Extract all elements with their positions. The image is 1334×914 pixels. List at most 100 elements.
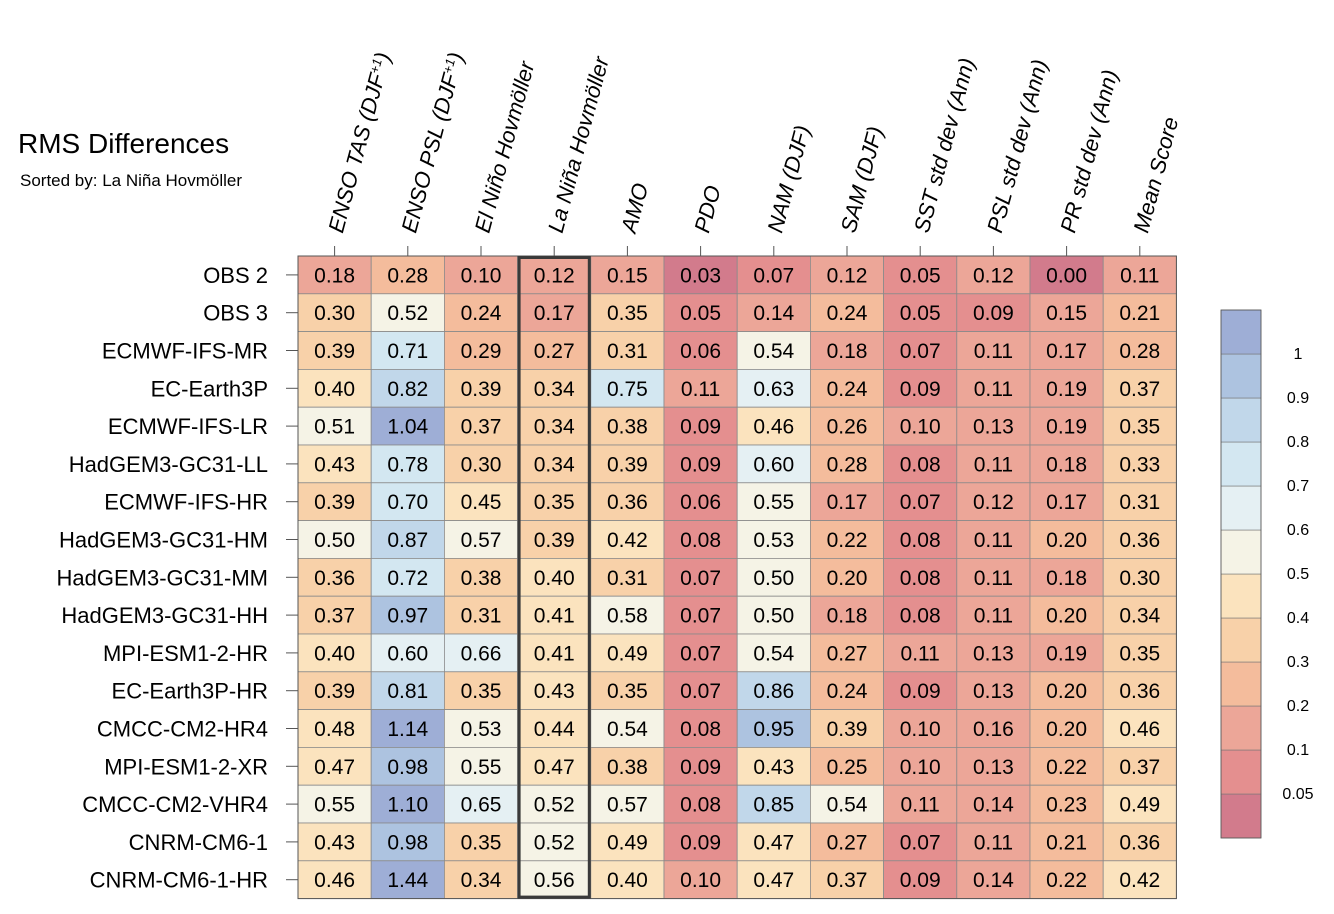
cell-value-label: 0.17	[1046, 491, 1087, 514]
heatmap-cell	[810, 255, 885, 295]
colorbar-segment	[1220, 573, 1262, 619]
cell-value-label: 0.07	[753, 264, 794, 287]
cell-value-label: 0.47	[314, 756, 355, 779]
row-label: EC-Earth3P-HR	[112, 679, 268, 704]
cell-value-label: 0.08	[900, 605, 941, 628]
cell-value-label: 0.34	[461, 869, 502, 892]
cell-value-label: 0.56	[534, 869, 575, 892]
column-labels: ENSO TAS (DJF+1)ENSO PSL (DJF+1)El Niño …	[323, 50, 1183, 256]
cell-value-label: 0.08	[680, 529, 721, 552]
cell-value-label: 0.50	[753, 567, 794, 590]
cell-value-label: 0.18	[314, 264, 355, 287]
cell-value-label: 0.07	[900, 491, 941, 514]
cell-value-label: 0.34	[1119, 605, 1160, 628]
cell-value-label: 0.81	[387, 680, 428, 703]
cell-value-label: 0.11	[901, 794, 940, 817]
cell-value-label: 0.08	[900, 529, 941, 552]
cell-value-label: 0.12	[973, 491, 1014, 514]
row-label: HadGEM3-GC31-MM	[57, 565, 268, 590]
column-label: PDO	[689, 183, 725, 236]
cell-value-label: 0.41	[534, 642, 575, 665]
heatmap-cells: 0.18 0.28 0.10 0.12 0.15 0.03 0.07 0.12 0.05 0.12…	[297, 255, 1177, 900]
chart-subtitle: Sorted by: La Niña Hovmöller	[20, 171, 242, 190]
heatmap-cell	[956, 255, 1031, 295]
heatmap-cell	[810, 595, 885, 635]
cell-value-label: 0.53	[753, 529, 794, 552]
heatmap-cell	[663, 822, 738, 862]
column-label: ENSO PSL (DJF+1)	[396, 50, 468, 236]
cell-value-label: 0.30	[314, 302, 355, 325]
cell-value-label: 0.31	[461, 605, 502, 628]
heatmap-cell	[810, 633, 885, 673]
row-label: HadGEM3-GC31-HM	[59, 528, 268, 553]
cell-value-label: 1.04	[387, 416, 428, 439]
heatmap-cell	[517, 482, 592, 521]
row-label: EC-Earth3P	[151, 376, 268, 401]
cell-value-label: 0.22	[1046, 756, 1087, 779]
heatmap-cell	[736, 822, 811, 862]
cell-value-label: 0.17	[827, 491, 868, 514]
heatmap-cell	[370, 255, 445, 295]
colorbar-frame	[1220, 309, 1262, 839]
heatmap-cell	[590, 671, 665, 710]
cell-value-label: 0.39	[314, 491, 355, 514]
heatmap-cell	[517, 747, 592, 786]
cell-value-label: 0.18	[1046, 567, 1087, 590]
cell-value-label: 0.07	[900, 831, 941, 854]
heatmap-cell	[1102, 444, 1177, 484]
heatmap-cell	[370, 822, 445, 862]
cell-value-label: 0.07	[680, 680, 721, 703]
heatmap-cell	[370, 633, 445, 673]
heatmap-cell	[590, 293, 665, 332]
heatmap-cell	[736, 482, 811, 521]
cell-value-label: 0.09	[680, 416, 721, 439]
cell-value-label: 0.60	[753, 453, 794, 476]
heatmap-cell	[590, 368, 665, 408]
cell-value-label: 0.43	[314, 831, 355, 854]
cell-value-label: 0.31	[1119, 491, 1160, 514]
heatmap-cell	[590, 784, 665, 824]
heatmap-cell	[810, 747, 885, 786]
cell-value-label: 0.21	[1119, 302, 1160, 325]
cell-value-label: 0.87	[387, 529, 428, 552]
cell-value-label: 0.12	[827, 264, 868, 287]
heatmap-cell	[736, 558, 811, 597]
cell-value-label: 0.31	[607, 567, 648, 590]
colorbar: 0.05 0.1 0.2 0.3 0.4 0.5 0.6 0.7 0.8 0.9 1	[1220, 309, 1314, 839]
cell-value-label: 0.27	[827, 831, 868, 854]
cell-value-label: 0.24	[827, 378, 868, 401]
cell-value-label: 0.13	[973, 680, 1014, 703]
cell-value-label: 0.28	[827, 453, 868, 476]
heatmap-cell	[810, 368, 885, 408]
cell-value-label: 0.36	[314, 567, 355, 590]
colorbar-segment	[1220, 705, 1262, 751]
cell-value-label: 0.31	[607, 340, 648, 363]
cell-value-label: 0.17	[534, 302, 575, 325]
cell-value-label: 0.35	[607, 680, 648, 703]
cell-value-label: 1.14	[387, 718, 428, 741]
cell-value-label: 0.52	[387, 302, 428, 325]
cell-value-label: 0.25	[827, 756, 868, 779]
heatmap-cell	[517, 368, 592, 408]
heatmap-cell	[663, 595, 738, 635]
heatmap-cell	[297, 520, 372, 559]
heatmap-cell	[517, 671, 592, 710]
heatmap-cell	[1029, 520, 1104, 559]
cell-value-label: 0.52	[534, 831, 575, 854]
heatmap-cell	[517, 520, 592, 559]
cell-value-label: 0.37	[1119, 378, 1160, 401]
heatmap-cell	[810, 293, 885, 332]
cell-value-label: 0.08	[900, 453, 941, 476]
heatmap-cell	[810, 482, 885, 521]
cell-value-label: 0.20	[1046, 680, 1087, 703]
heatmap-cell	[1029, 595, 1104, 635]
cell-value-label: 0.07	[680, 642, 721, 665]
heatmap-cell	[443, 520, 518, 559]
heatmap-cell	[1029, 406, 1104, 446]
cell-value-label: 0.09	[900, 869, 941, 892]
heatmap-cell	[297, 331, 372, 370]
cell-value-label: 0.15	[607, 264, 648, 287]
heatmap-cell	[517, 822, 592, 862]
cell-value-label: 0.39	[314, 680, 355, 703]
row-label: CNRM-CM6-1	[129, 830, 268, 855]
